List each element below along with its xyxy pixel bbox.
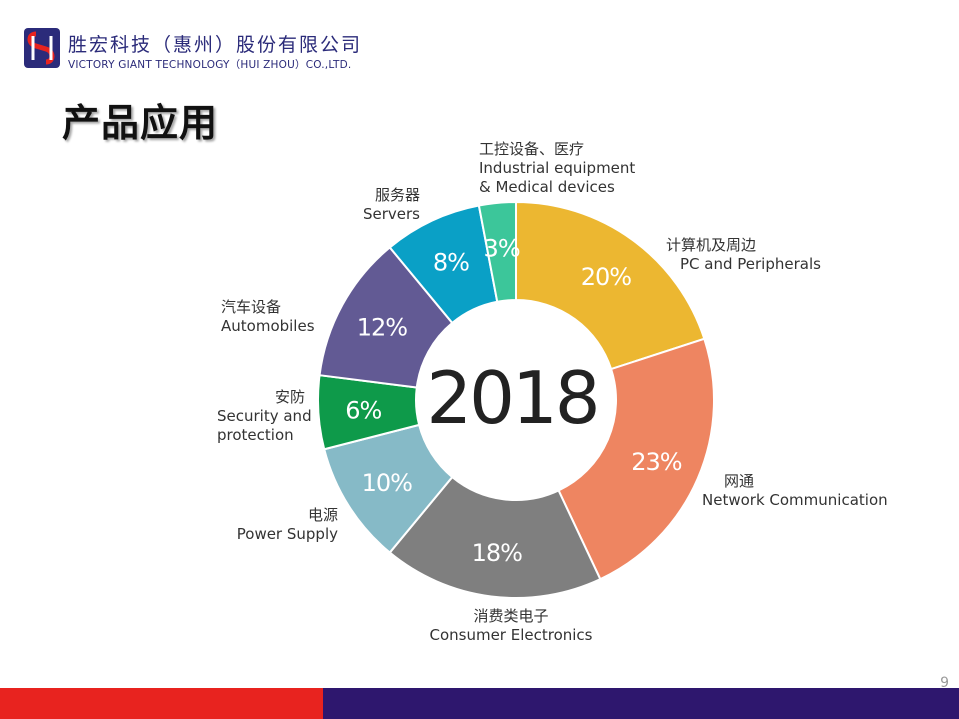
slice-value-label: 18% [472,539,523,567]
category-cn: 消费类电子 [473,607,549,625]
footer-bar-red [0,688,323,719]
category-label-consumer: 消费类电子 Consumer Electronics [424,607,598,645]
footer-bar-navy [323,688,959,719]
slice-value-label: 6% [345,397,381,425]
category-en: Consumer Electronics [429,626,593,644]
category-cn: 计算机及周边 [666,236,757,254]
slice-pc [515,200,706,371]
slice-value-label: 20% [581,263,632,291]
category-label-network: 网通 Network Communication [702,472,888,510]
category-cn: 电源 [307,506,338,524]
slice-value-label: 8% [433,249,469,277]
category-en: Industrial equipment & Medical devices [479,159,636,196]
category-cn: 服务器 [374,186,420,204]
slice-value-label: 3% [484,235,520,263]
company-logo [24,28,60,68]
category-label-power: 电源 Power Supply [220,506,338,544]
category-label-security: 安防 Security and protection [217,388,317,445]
category-en: Network Communication [702,491,888,509]
category-en: Automobiles [221,317,315,335]
category-cn: 网通 [724,472,755,490]
slice-network [557,337,715,581]
category-en: Power Supply [236,525,338,543]
slice-value-label: 12% [357,313,408,341]
category-cn: 安防 [275,388,306,406]
slice-consumer [388,475,602,599]
category-cn: 汽车设备 [221,298,282,316]
center-year-label: 2018 [426,356,597,440]
category-label-pc: 计算机及周边 PC and Peripherals [666,236,821,274]
company-name-cn: 胜宏科技（惠州）股份有限公司 [68,34,363,56]
category-en: PC and Peripherals [680,255,821,273]
company-name-en: VICTORY GIANT TECHNOLOGY（HUI ZHOU）CO.,LT… [68,59,352,71]
slice-value-label: 23% [631,448,682,476]
page-number: 9 [940,675,949,691]
category-label-servers: 服务器 Servers [340,186,420,224]
category-en: Servers [362,205,420,223]
category-en: Security and protection [217,407,312,444]
category-label-industrial: 工控设备、医疗 Industrial equipment & Medical d… [479,140,649,197]
slice-industrial [477,200,517,303]
slice-value-label: 10% [362,469,413,497]
category-cn: 工控设备、医疗 [479,140,585,158]
category-label-automobiles: 汽车设备 Automobiles [221,298,315,336]
page-title: 产品应用 [62,101,219,145]
